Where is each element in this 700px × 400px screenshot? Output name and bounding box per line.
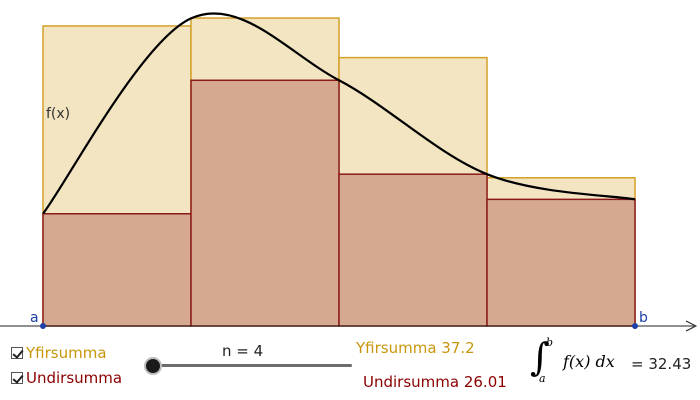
- point-b-label: b: [639, 310, 648, 326]
- n-slider-handle[interactable]: [146, 359, 160, 373]
- integral-upper-limit: b: [546, 336, 554, 349]
- lower-sum-rect-2: [190, 79, 340, 327]
- function-curve: [42, 12, 636, 215]
- integral-integrand: f(x) dx: [563, 352, 615, 371]
- x-axis-arrow-icon: [685, 320, 698, 332]
- upper-sum-checkbox-label[interactable]: Yfirsumma: [26, 344, 107, 362]
- n-slider-track[interactable]: [154, 364, 352, 367]
- integral-value: = 32.43: [631, 355, 692, 373]
- lower-sum-rectangles: [42, 79, 636, 327]
- lower-sum-checkbox[interactable]: [11, 372, 23, 384]
- lower-sum-rect-1: [42, 213, 192, 327]
- slider-label: n = 4: [222, 342, 264, 360]
- integral-lower-limit: a: [539, 372, 546, 385]
- integral-sign-icon: ∫: [530, 335, 550, 379]
- upper-sum-value: Yfirsumma 37.2: [356, 339, 475, 357]
- point-a[interactable]: [40, 323, 46, 329]
- point-a-label: a: [30, 310, 39, 326]
- lower-sum-rect-4: [486, 198, 636, 327]
- lower-sum-checkbox-row[interactable]: Undirsumma: [11, 369, 122, 387]
- lower-sum-rect-3: [338, 173, 488, 327]
- lower-sum-value: Undirsumma 26.01: [363, 373, 507, 391]
- upper-sum-checkbox-row[interactable]: Yfirsumma: [11, 344, 107, 362]
- upper-sum-checkbox[interactable]: [11, 347, 23, 359]
- point-b[interactable]: [632, 323, 638, 329]
- function-label: f(x): [46, 106, 70, 122]
- lower-sum-checkbox-label[interactable]: Undirsumma: [26, 369, 123, 387]
